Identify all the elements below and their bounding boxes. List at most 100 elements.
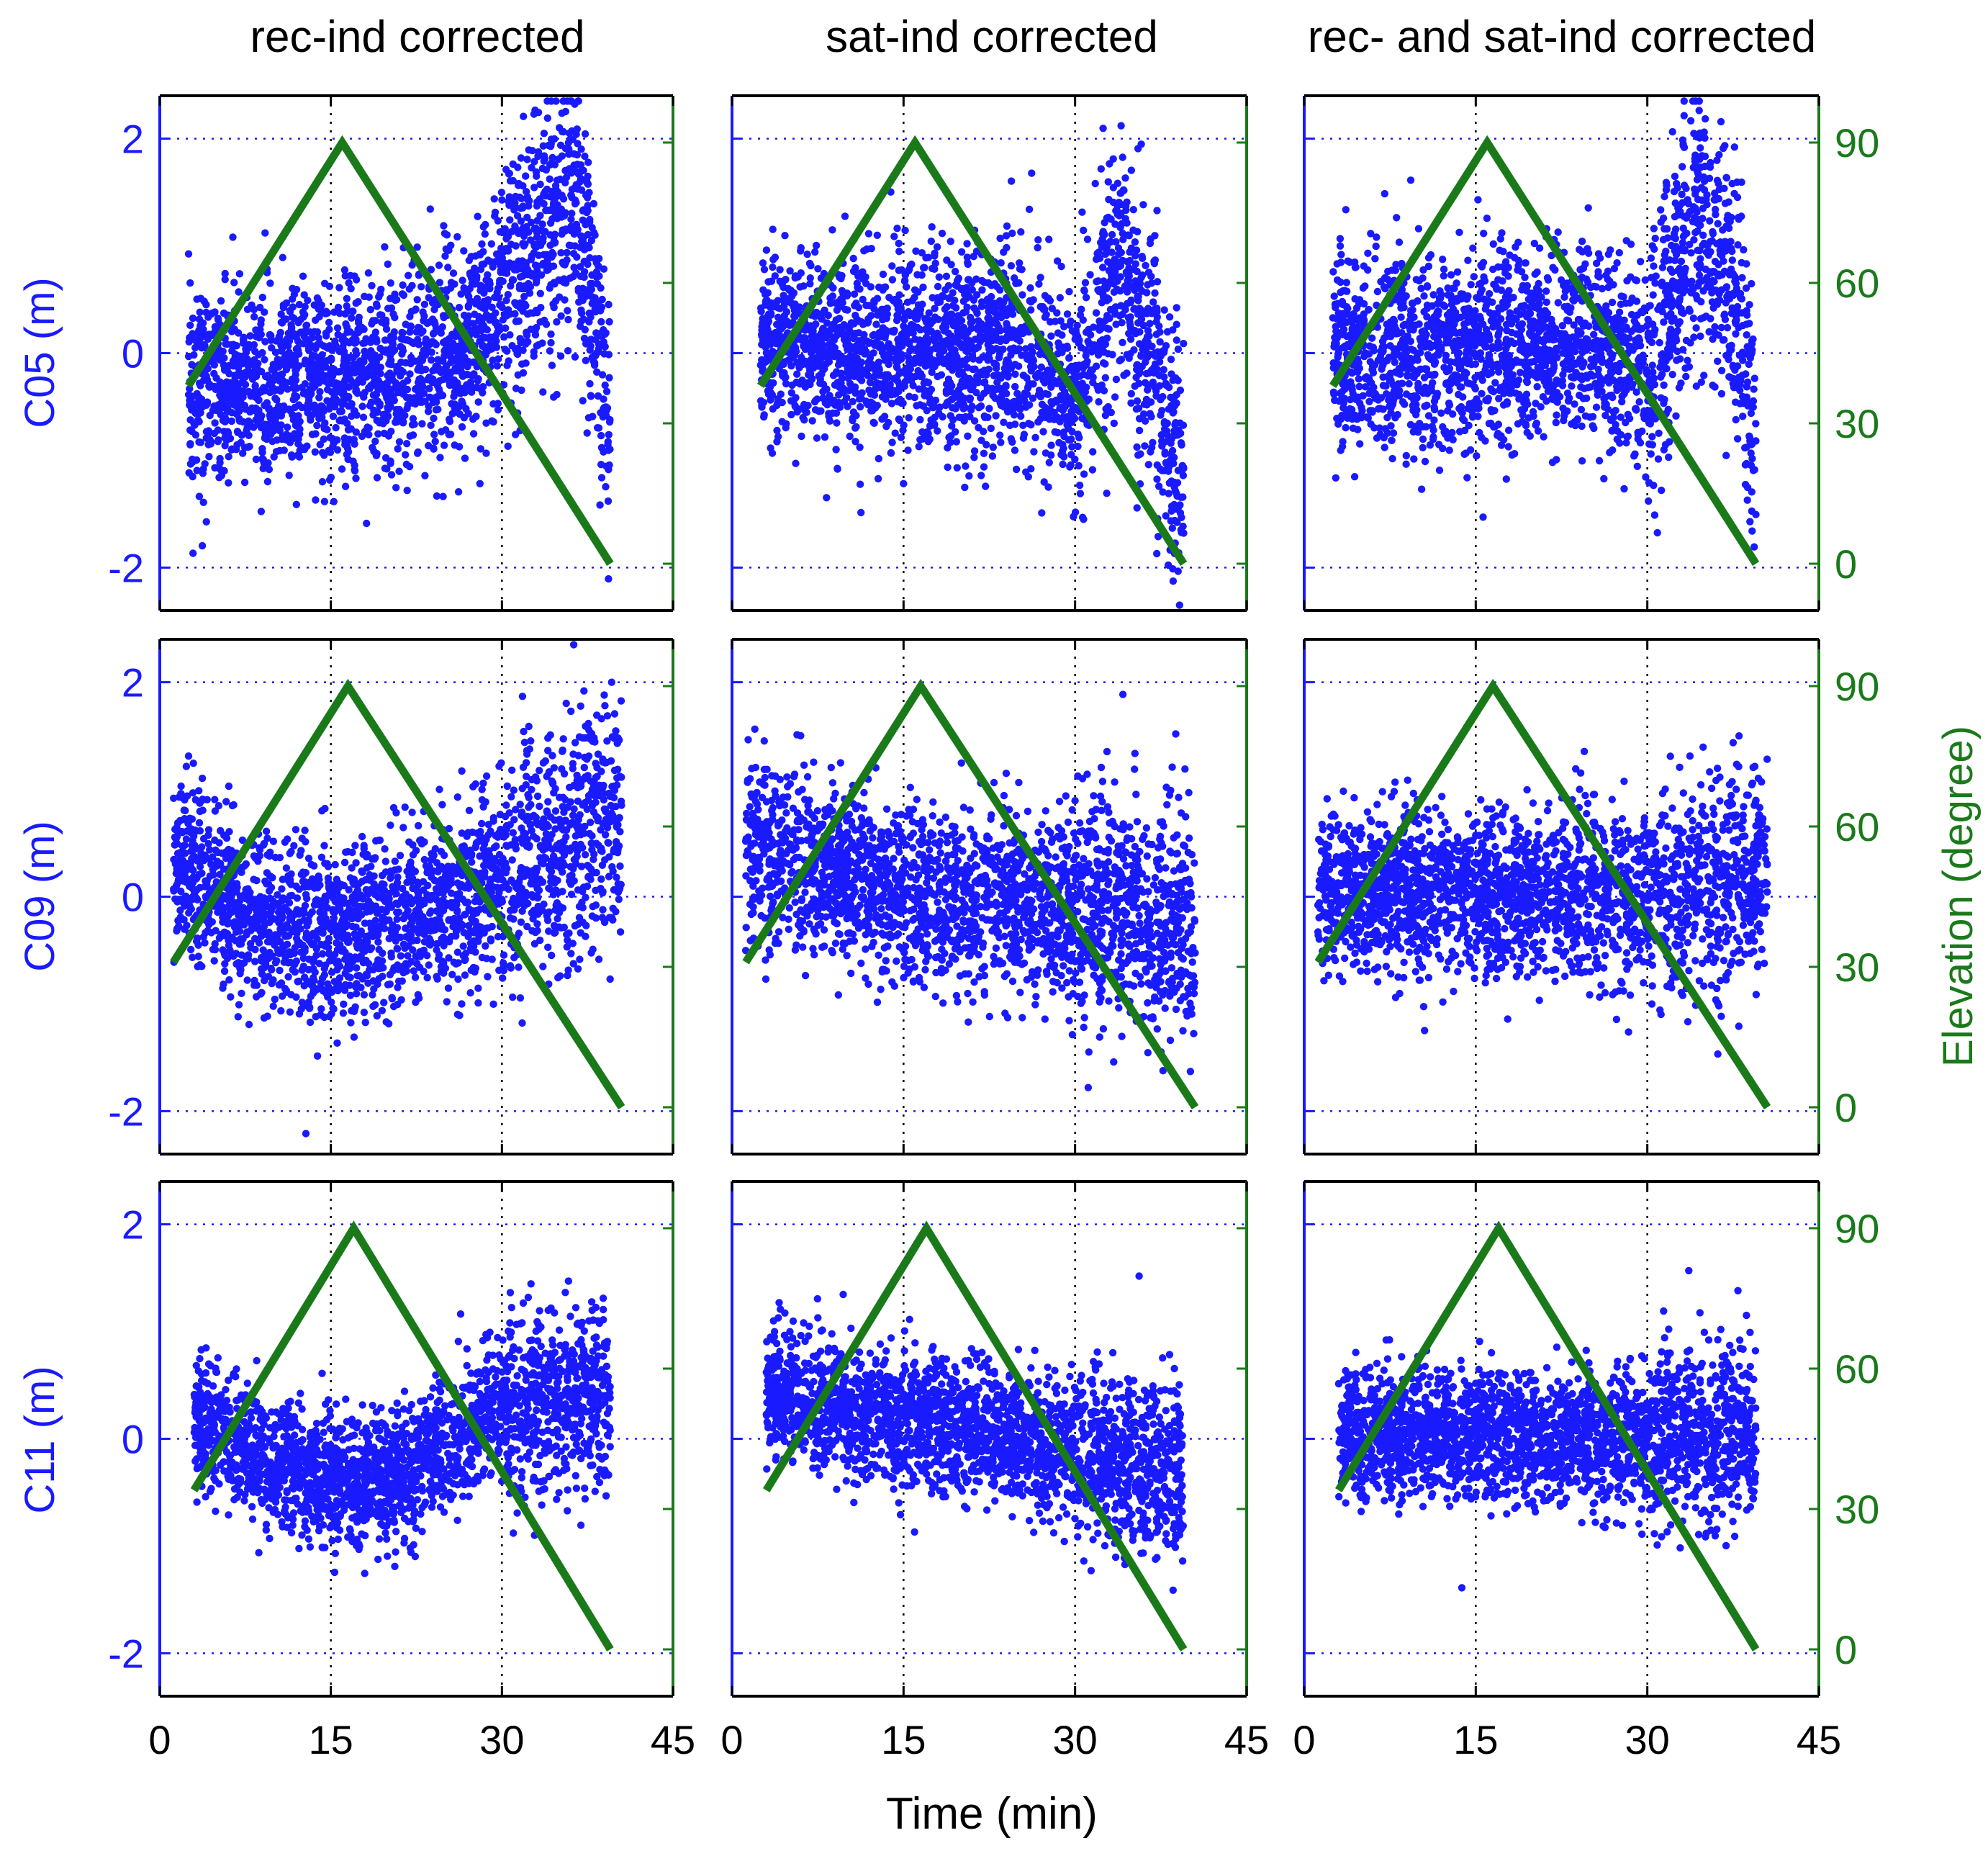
residual-point [1728,256,1736,264]
residual-point [506,310,515,318]
residual-point [798,432,805,441]
residual-point [829,284,837,292]
residual-point [445,431,453,438]
residual-point [856,285,864,293]
residual-point [254,420,262,428]
residual-point [1134,297,1142,305]
residual-point [1160,306,1168,314]
residual-point [505,201,513,210]
residual-point [1121,282,1129,290]
residual-point [452,404,461,412]
residual-point [417,398,425,406]
residual-point [335,310,344,317]
residual-point [895,387,903,395]
residual-point [275,333,284,341]
residual-point [1130,346,1138,354]
residual-point [1024,473,1033,481]
residual-point [1104,350,1112,358]
residual-point [498,254,506,262]
residual-point [582,289,590,297]
residual-point [1121,202,1130,210]
residual-point [577,175,585,183]
residual-point [199,465,207,473]
residual-point [559,97,567,105]
residual-point [914,344,922,352]
residual-point [941,305,949,313]
residual-point [1118,319,1126,327]
residual-point [517,217,525,225]
residual-point [605,351,613,359]
residual-point [429,330,438,338]
residual-point [780,295,788,304]
residual-point [282,379,290,387]
residual-point [1137,140,1145,148]
residual-point [382,417,390,425]
residual-point [523,310,532,318]
residual-point [885,350,893,358]
residual-point [796,380,804,388]
residual-point [1016,265,1024,273]
residual-point [494,400,502,407]
residual-point [1085,325,1093,333]
residual-point [936,403,944,411]
residual-point [552,97,560,105]
residual-point [895,381,903,389]
residual-point [261,308,268,316]
residual-point [308,334,316,342]
residual-point [1133,397,1142,405]
residual-point [1159,488,1167,496]
residual-point [284,423,292,431]
residual-point [924,438,932,446]
residual-point [548,159,556,167]
residual-point [564,347,572,355]
residual-point [581,325,589,334]
residual-point [464,302,473,310]
residual-point [1010,344,1018,352]
residual-point [363,519,371,528]
residual-point [530,184,538,192]
residual-point [474,398,482,406]
residual-point [266,279,274,287]
residual-point [311,448,319,456]
residual-point [1110,419,1119,428]
residual-point [765,337,774,345]
residual-point [1126,321,1134,329]
residual-point [364,269,373,277]
residual-point [1057,392,1065,400]
residual-point [1393,214,1401,222]
residual-point [381,243,389,251]
residual-point [249,392,257,400]
residual-point [931,396,940,405]
residual-point [1162,427,1171,435]
residual-point [895,415,903,423]
residual-point [263,477,272,486]
residual-point [355,313,363,321]
residual-point [602,387,611,395]
residual-point [900,328,909,335]
residual-point [919,263,928,272]
residual-point [1129,226,1137,234]
residual-point [931,249,939,257]
residual-point [1007,435,1016,443]
residual-point [408,281,416,289]
residual-point [577,232,585,240]
residual-point [420,300,429,308]
residual-point [292,371,299,379]
residual-point [1113,210,1122,219]
residual-point [1088,366,1097,374]
residual-point [597,474,606,482]
residual-point [325,318,333,327]
residual-point [985,405,993,413]
residual-point [893,363,901,371]
residual-point [914,288,922,296]
residual-point [304,400,312,408]
residual-point [292,333,300,341]
residual-point [469,415,477,423]
residual-point [1037,363,1046,371]
residual-point [389,333,398,342]
residual-point [292,286,301,294]
residual-point [496,276,504,284]
residual-point [953,353,961,361]
residual-point [334,330,342,338]
residual-point [586,218,594,226]
